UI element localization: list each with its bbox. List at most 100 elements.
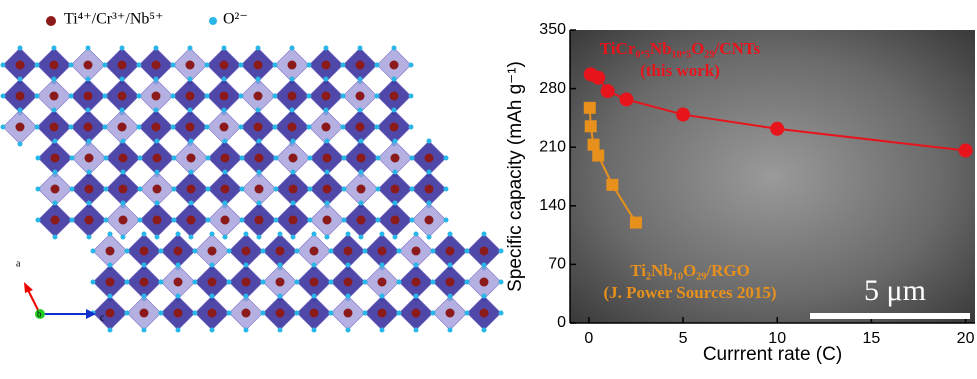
oxygen-atom bbox=[69, 155, 75, 161]
metal-atom bbox=[287, 60, 297, 70]
oxygen-atom bbox=[260, 248, 266, 254]
oxygen-atom bbox=[52, 138, 58, 144]
oxygen-atom bbox=[209, 262, 215, 268]
oxygen-atom bbox=[141, 231, 147, 237]
metal-atom bbox=[219, 122, 229, 132]
oxygen-atom bbox=[413, 262, 419, 268]
oxygen-atom bbox=[255, 107, 261, 113]
oxygen-atom bbox=[120, 169, 126, 175]
oxygen-atom bbox=[374, 124, 380, 130]
oxygen-atom bbox=[35, 217, 41, 223]
metal-atom bbox=[275, 308, 285, 318]
metal-atom bbox=[288, 184, 298, 194]
metal-atom bbox=[355, 60, 365, 70]
metal-atom bbox=[355, 122, 365, 132]
oxygen-atom bbox=[464, 248, 470, 254]
metal-atom bbox=[220, 215, 230, 225]
legend-marker bbox=[46, 16, 56, 26]
oxygen-atom bbox=[255, 76, 261, 82]
metal-atom bbox=[207, 246, 217, 256]
oxygen-atom bbox=[443, 155, 449, 161]
annotation: (J. Power Sources 2015) bbox=[603, 283, 776, 302]
metal-atom bbox=[151, 60, 161, 70]
oxygen-atom bbox=[340, 93, 346, 99]
oxygen-atom bbox=[85, 76, 91, 82]
x-tick-label: 0 bbox=[584, 330, 593, 347]
oxygen-atom bbox=[171, 186, 177, 192]
oxygen-atom bbox=[392, 234, 398, 240]
metal-atom bbox=[151, 122, 161, 132]
metal-atom bbox=[241, 308, 251, 318]
oxygen-atom bbox=[103, 217, 109, 223]
oxygen-atom bbox=[243, 262, 249, 268]
oxygen-atom bbox=[481, 231, 487, 237]
oxygen-atom bbox=[187, 107, 193, 113]
metal-atom bbox=[253, 60, 263, 70]
oxygen-atom bbox=[170, 62, 176, 68]
y-tick-label: 350 bbox=[539, 21, 566, 38]
metal-atom bbox=[105, 246, 115, 256]
metal-atom bbox=[83, 60, 93, 70]
x-axis-label: Currrent rate (C) bbox=[703, 344, 842, 365]
oxygen-atom bbox=[153, 45, 159, 51]
oxygen-atom bbox=[221, 45, 227, 51]
metal-atom bbox=[254, 184, 264, 194]
oxygen-atom bbox=[171, 217, 177, 223]
oxygen-atom bbox=[102, 124, 108, 130]
oxygen-atom bbox=[205, 155, 211, 161]
oxygen-atom bbox=[306, 93, 312, 99]
metal-atom bbox=[377, 277, 387, 287]
metal-atom bbox=[309, 277, 319, 287]
oxygen-atom bbox=[158, 310, 164, 316]
oxygen-atom bbox=[447, 231, 453, 237]
oxygen-atom bbox=[188, 234, 194, 240]
oxygen-atom bbox=[187, 45, 193, 51]
oxygen-atom bbox=[69, 217, 75, 223]
oxygen-atom bbox=[188, 200, 194, 206]
oxygen-atom bbox=[396, 248, 402, 254]
oxygen-atom bbox=[307, 186, 313, 192]
metal-atom bbox=[288, 153, 298, 163]
oxygen-atom bbox=[222, 169, 228, 175]
oxygen-atom bbox=[120, 200, 126, 206]
oxygen-atom bbox=[204, 62, 210, 68]
oxygen-atom bbox=[273, 155, 279, 161]
oxygen-atom bbox=[175, 262, 181, 268]
metal-atom bbox=[445, 308, 455, 318]
oxygen-atom bbox=[158, 248, 164, 254]
arrow-head bbox=[24, 282, 33, 293]
metal-atom bbox=[15, 60, 25, 70]
oxygen-atom bbox=[374, 93, 380, 99]
x-tick-label: 10 bbox=[768, 330, 786, 347]
oxygen-atom bbox=[294, 248, 300, 254]
data-point bbox=[583, 101, 596, 114]
data-point bbox=[619, 92, 634, 107]
metal-atom bbox=[84, 184, 94, 194]
metal-atom bbox=[424, 215, 434, 225]
arrow-head bbox=[86, 309, 96, 319]
oxygen-atom bbox=[481, 262, 487, 268]
oxygen-atom bbox=[68, 124, 74, 130]
oxygen-atom bbox=[221, 76, 227, 82]
oxygen-atom bbox=[362, 310, 368, 316]
y-tick-label: 70 bbox=[548, 256, 566, 273]
oxygen-atom bbox=[103, 155, 109, 161]
metal-atom bbox=[15, 91, 25, 101]
oxygen-atom bbox=[447, 327, 453, 333]
oxygen-atom bbox=[290, 169, 296, 175]
metal-atom bbox=[207, 277, 217, 287]
oxygen-atom bbox=[103, 186, 109, 192]
oxygen-atom bbox=[17, 107, 23, 113]
oxygen-atom bbox=[328, 279, 334, 285]
oxygen-atom bbox=[413, 327, 419, 333]
oxygen-atom bbox=[323, 107, 329, 113]
oxygen-atom bbox=[222, 200, 228, 206]
metal-atom bbox=[84, 215, 94, 225]
metal-atom bbox=[377, 246, 387, 256]
oxygen-atom bbox=[136, 93, 142, 99]
axis-name: c bbox=[100, 312, 105, 323]
y-tick-label: 280 bbox=[539, 80, 566, 97]
oxygen-atom bbox=[409, 186, 415, 192]
oxygen-atom bbox=[375, 186, 381, 192]
oxygen-atom bbox=[107, 293, 113, 299]
